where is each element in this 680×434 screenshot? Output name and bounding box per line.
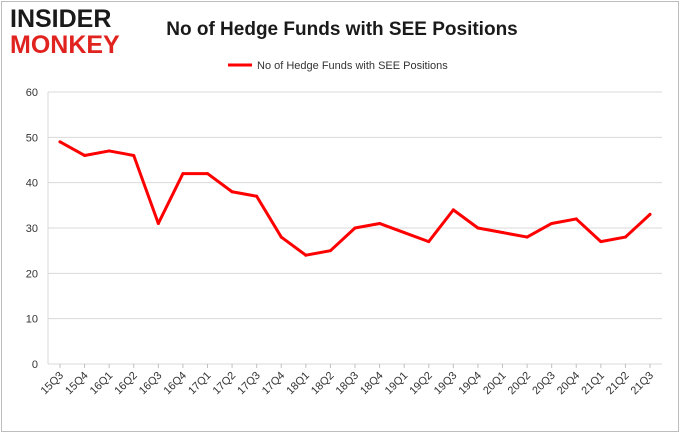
y-tick-label: 50 xyxy=(26,132,38,144)
x-tick-label: 18Q3 xyxy=(334,370,362,398)
x-tick-label: 19Q2 xyxy=(407,370,435,398)
x-tick-label: 20Q2 xyxy=(506,370,534,398)
data-point xyxy=(353,226,357,230)
x-tick-label: 17Q1 xyxy=(186,370,214,398)
x-tick-label: 18Q1 xyxy=(284,370,312,398)
x-tick-label: 20Q4 xyxy=(555,370,583,398)
y-tick-label: 30 xyxy=(26,223,38,235)
x-tick-label: 16Q2 xyxy=(112,370,140,398)
legend: No of Hedge Funds with SEE Positions xyxy=(228,60,448,72)
x-tick-label: 16Q1 xyxy=(88,370,116,398)
data-point xyxy=(574,217,578,221)
data-point xyxy=(599,240,603,244)
x-tick-label: 17Q2 xyxy=(211,370,239,398)
data-point xyxy=(427,240,431,244)
chart-title: No of Hedge Funds with SEE Positions xyxy=(166,19,518,40)
data-point xyxy=(181,172,185,176)
x-tick-label: 19Q4 xyxy=(457,370,485,398)
logo-text-insider: INSIDER xyxy=(10,5,112,33)
x-tick-label: 15Q4 xyxy=(63,370,91,398)
series-group xyxy=(58,140,652,257)
data-point xyxy=(451,208,455,212)
insider-monkey-logo: INSIDER MONKEY xyxy=(10,6,132,58)
legend-label: No of Hedge Funds with SEE Positions xyxy=(257,60,448,72)
data-point xyxy=(328,249,332,253)
x-tick-label: 17Q4 xyxy=(260,370,288,398)
data-point xyxy=(58,140,62,144)
x-tick-label: 21Q2 xyxy=(604,370,632,398)
x-tick-label: 21Q3 xyxy=(629,370,657,398)
y-tick-label: 40 xyxy=(26,178,38,190)
data-point xyxy=(476,226,480,230)
x-tick-label: 21Q1 xyxy=(579,370,607,398)
data-point xyxy=(107,149,111,153)
data-point xyxy=(304,253,308,257)
y-tick-label: 0 xyxy=(32,359,38,371)
x-tick-label: 16Q4 xyxy=(162,370,190,398)
data-point xyxy=(230,190,234,194)
x-tick-label: 16Q3 xyxy=(137,370,165,398)
y-tick-label: 20 xyxy=(26,268,38,280)
x-tick-label: 18Q2 xyxy=(309,370,337,398)
series-line xyxy=(58,140,652,257)
x-axis-ticks: 15Q315Q416Q116Q216Q316Q417Q117Q217Q317Q4… xyxy=(39,364,657,398)
data-point xyxy=(206,172,209,176)
data-point xyxy=(83,153,87,157)
data-point xyxy=(402,231,406,235)
x-tick-label: 20Q3 xyxy=(530,370,558,398)
data-point xyxy=(550,221,554,225)
x-tick-label: 18Q4 xyxy=(358,370,386,398)
y-tick-label: 60 xyxy=(26,87,38,99)
data-point xyxy=(156,221,160,225)
x-tick-label: 20Q1 xyxy=(481,370,509,398)
data-point xyxy=(255,194,259,198)
data-point xyxy=(501,231,504,235)
x-tick-label: 19Q3 xyxy=(432,370,460,398)
data-point xyxy=(132,153,136,157)
y-tick-label: 10 xyxy=(26,314,38,326)
x-tick-label: 19Q1 xyxy=(383,370,411,398)
y-axis-ticks: 0 10 20 30 40 50 60 xyxy=(26,87,38,371)
data-point xyxy=(648,212,652,216)
x-tick-label: 17Q3 xyxy=(235,370,263,398)
logo-text-monkey: MONKEY xyxy=(10,31,120,59)
data-point xyxy=(623,235,627,239)
data-point xyxy=(279,235,283,239)
x-tick-label: 15Q3 xyxy=(39,370,67,398)
data-point xyxy=(525,235,529,239)
data-point xyxy=(378,221,382,225)
